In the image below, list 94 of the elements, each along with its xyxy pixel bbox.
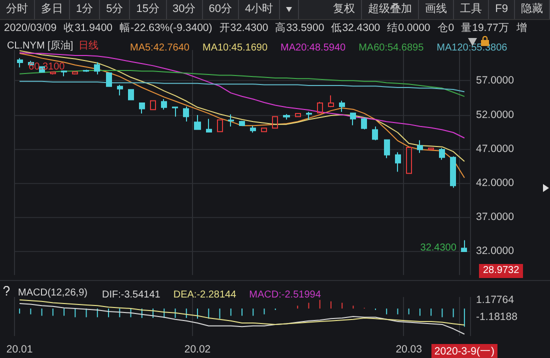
text: 结0.0000: [387, 22, 430, 34]
candlestick: [72, 70, 78, 76]
text: 幅-22.63%(-9.3400): [120, 22, 212, 34]
text: 28.9732: [479, 264, 524, 278]
candlestick: [461, 240, 467, 252]
candlestick: [406, 147, 412, 174]
candlestick: [172, 106, 178, 118]
text: MA10:45.1690: [202, 42, 268, 54]
text: 画线: [419, 0, 454, 19]
text: F9: [489, 0, 515, 19]
series-label: DEA:-2.28144: [173, 290, 237, 300]
candlestick: [94, 62, 100, 75]
candlestick: [128, 89, 134, 100]
y-tick-label: 57.0000: [476, 74, 514, 87]
candlestick: [194, 114, 201, 130]
candlestick: [283, 114, 290, 120]
candlestick: [428, 148, 434, 150]
candlestick: [384, 138, 390, 159]
chart-subtitle: 日线: [78, 40, 99, 52]
text: MA20:48.5940: [280, 42, 346, 54]
candlestick: [61, 70, 67, 77]
text: 超级叠加: [362, 0, 420, 19]
text: 复权: [327, 0, 362, 19]
candlestick: [217, 119, 223, 132]
candlestick: [83, 69, 89, 72]
x-tick-label: 20.03: [396, 344, 422, 356]
text: 开32.4300: [219, 22, 268, 34]
line-series: [19, 299, 465, 326]
text: 1分: [70, 0, 100, 19]
candlestick: [106, 72, 112, 87]
candlestick: [161, 98, 167, 110]
text: 分时: [0, 0, 35, 19]
x-tick-label: 2020-3-9(一): [434, 346, 494, 358]
candlestick: [439, 148, 445, 160]
text: 增: [516, 22, 528, 34]
candlestick: [295, 112, 301, 118]
line-series: [19, 70, 465, 97]
y-tick-label: 32.0000: [476, 245, 514, 258]
candlestick: [339, 100, 345, 112]
chart-title: CL.NYM [原油]: [7, 40, 79, 52]
text: 15分: [130, 0, 166, 19]
candlestick: [361, 116, 367, 130]
y-tick-label: 47.0000: [476, 142, 514, 155]
text: MA120:55.3806: [436, 42, 508, 54]
text: 高33.5900: [275, 22, 324, 34]
candlestick: [17, 58, 23, 68]
text: MA60:54.6895: [358, 42, 424, 54]
candlestick: [139, 102, 145, 114]
candlestick: [261, 127, 267, 132]
text: 量19.77万: [461, 22, 510, 34]
candlestick: [317, 101, 323, 114]
text: 工具: [454, 0, 490, 19]
text: 5分: [100, 0, 130, 19]
annotation: 32.4300: [420, 242, 457, 254]
candlestick: [372, 126, 378, 141]
candlestick: [117, 84, 123, 96]
candlestick: [150, 100, 156, 110]
text: 低32.4300: [331, 22, 380, 34]
text: MA5:42.7640: [130, 42, 190, 54]
candlestick: [250, 125, 256, 134]
candlestick: [183, 106, 189, 122]
text: 隐藏: [515, 0, 550, 19]
candlestick: [328, 94, 334, 108]
y-tick-label: 1.17764: [476, 294, 514, 306]
text: 4小时: [239, 0, 280, 19]
candlestick: [50, 71, 56, 76]
series-label: DIF:-3.54141: [102, 290, 161, 300]
y-tick-label: 37.0000: [476, 211, 514, 224]
x-tick-label: 20.01: [6, 344, 33, 356]
candlestick: [228, 114, 234, 127]
candlestick: [306, 111, 312, 120]
chart-title: MACD(12,26,9): [18, 288, 88, 298]
candlestick: [450, 156, 456, 188]
candlestick: [272, 116, 278, 129]
annotation: 60.3100: [28, 62, 66, 73]
text: 多日: [35, 0, 70, 19]
y-tick-label: 42.0000: [476, 176, 514, 189]
text: 60分: [202, 0, 239, 19]
text: 收31.9400: [64, 22, 113, 34]
y-tick-label: 52.0000: [476, 108, 514, 121]
y-tick-label: -1.18188: [476, 311, 518, 324]
x-tick-label: 20.02: [184, 344, 211, 356]
text: 仓0: [437, 22, 454, 34]
text: 2020/03/09: [4, 22, 57, 34]
candlestick: [206, 118, 212, 132]
text: 30分: [166, 0, 203, 19]
line-series: [19, 303, 465, 335]
candlestick: [350, 112, 356, 126]
candlestick: [395, 152, 401, 172]
line-series: [19, 80, 465, 92]
candlestick: [239, 120, 245, 126]
candlestick: [417, 140, 423, 154]
series-label: MACD:-2.51994: [249, 290, 322, 300]
line-series: [19, 52, 465, 138]
